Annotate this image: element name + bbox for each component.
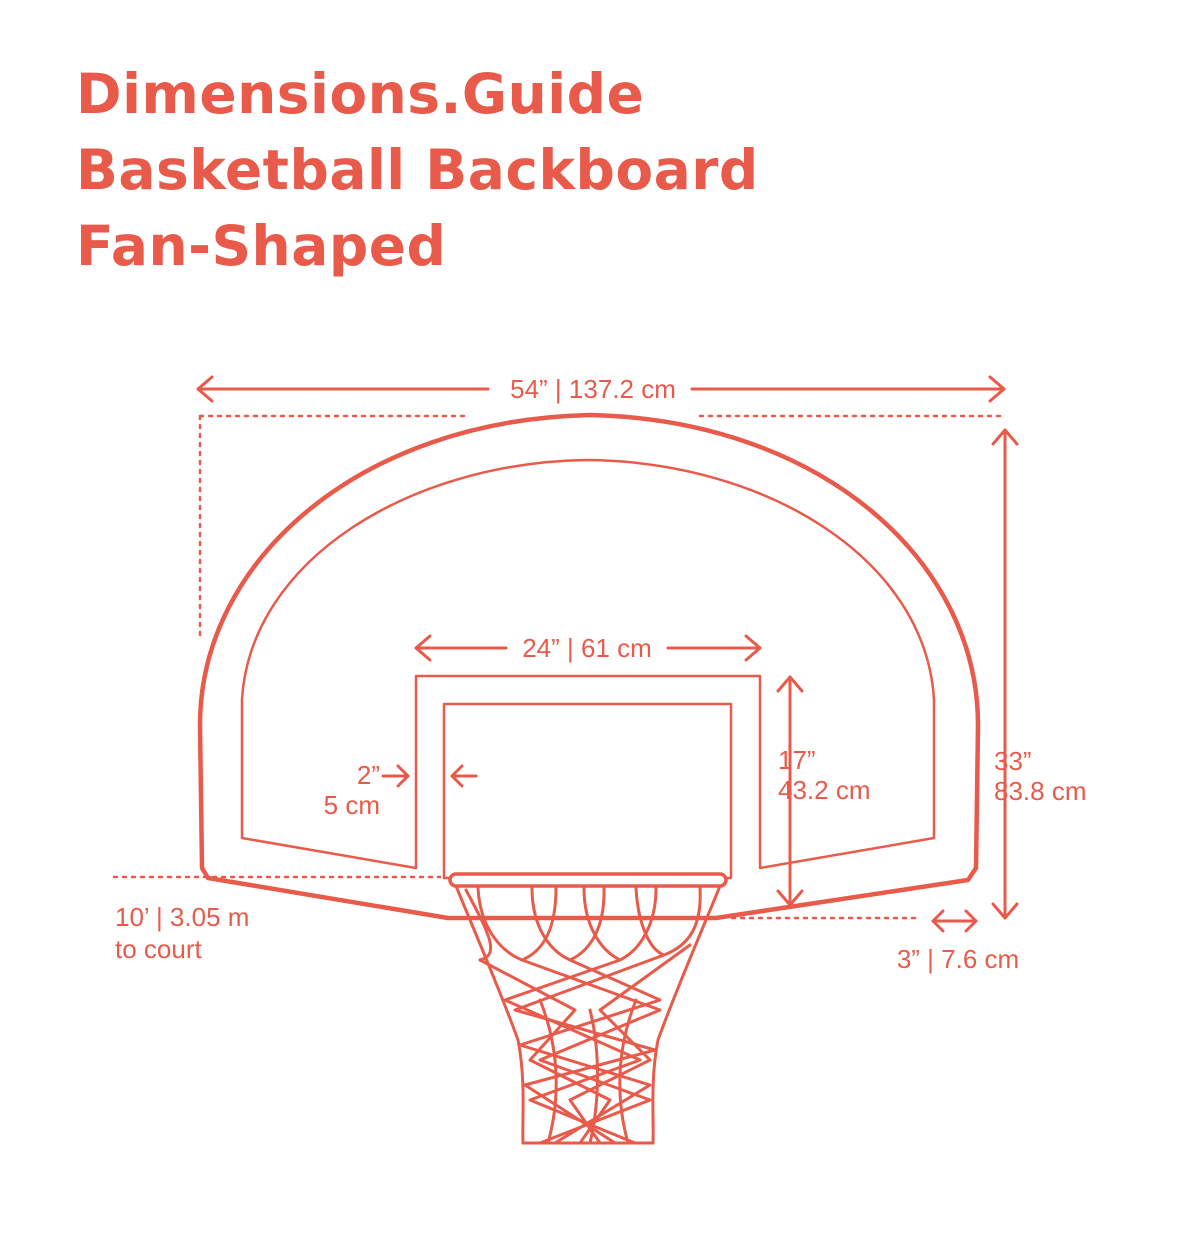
rim-height-label: 10’ | 3.05 m xyxy=(115,902,249,932)
shooter-square xyxy=(442,702,733,880)
brand-title: Dimensions.Guide xyxy=(76,62,645,126)
rim xyxy=(448,872,728,888)
border-width-arrows xyxy=(381,764,478,788)
rim-height-sublabel: to court xyxy=(115,934,202,964)
overall-height-arrow xyxy=(991,428,1019,920)
target-height-arrow xyxy=(776,675,804,907)
page-subtitle: Fan-Shaped xyxy=(76,214,447,278)
overall-width-label: 54” | 137.2 cm xyxy=(510,374,676,404)
border-width-cm: 5 cm xyxy=(324,790,380,820)
target-width-label: 24” | 61 cm xyxy=(522,633,652,663)
backboard-inner-border xyxy=(240,458,936,870)
overall-height-inches: 33” xyxy=(994,746,1032,776)
target-height-cm: 43.2 cm xyxy=(778,775,871,805)
target-height-inches: 17” xyxy=(778,745,816,775)
backboard-outline xyxy=(197,412,981,921)
net xyxy=(454,884,722,1145)
dotted-extension-lines xyxy=(112,414,1006,920)
overall-height-cm: 83.8 cm xyxy=(994,776,1087,806)
page-title: Basketball Backboard xyxy=(76,138,759,202)
thickness-arrow xyxy=(931,909,978,933)
overall-width-arrow xyxy=(196,375,1006,403)
target-width-arrow xyxy=(414,634,762,662)
thickness-label: 3” | 7.6 cm xyxy=(897,944,1019,974)
title-block: Dimensions.Guide Basketball Backboard Fa… xyxy=(76,56,759,284)
border-width-inches: 2” xyxy=(357,760,380,790)
